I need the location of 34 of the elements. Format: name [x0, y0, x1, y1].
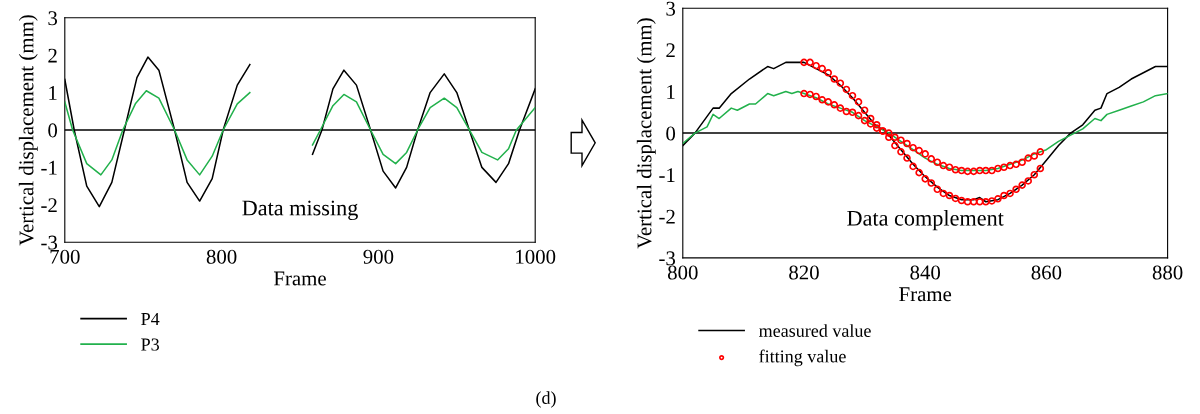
x-tick-label: 900 — [363, 249, 394, 264]
legend-label: P3 — [141, 338, 159, 351]
y-tick-label: -3 — [659, 251, 676, 266]
y-tick-label: 0 — [666, 126, 676, 141]
x-tick-label: 860 — [1031, 265, 1062, 280]
legend-label: P4 — [141, 313, 160, 325]
x-tick-label: 820 — [789, 265, 819, 280]
y-tick-label: -2 — [659, 209, 675, 224]
annotation: Data complement — [847, 210, 1004, 231]
x-tick-label: 800 — [667, 265, 698, 280]
x-tick-label: 880 — [1152, 265, 1183, 280]
y-tick-label: -1 — [41, 160, 57, 175]
y-tick-label: 2 — [48, 48, 57, 63]
y-tick-label: 3 — [48, 11, 58, 26]
legend-label: fitting value — [759, 349, 846, 367]
legend-label: measured value — [759, 324, 871, 337]
x-tick-label: 700 — [50, 249, 80, 264]
y-tick-label: 3 — [666, 1, 676, 16]
y-tick-label: -3 — [41, 235, 58, 250]
y-tick-label: 1 — [49, 86, 57, 100]
x-tick-label: 1000 — [516, 249, 556, 264]
x-axis-title: Frame — [899, 287, 952, 302]
x-tick-label: 800 — [206, 249, 237, 264]
y-tick-label: -1 — [659, 168, 675, 182]
text: (d) — [536, 391, 556, 408]
y-tick-label: 2 — [666, 43, 675, 58]
y-axis-title: Vertical displacement (mm) — [18, 15, 38, 246]
annotation: Data missing — [242, 200, 358, 221]
x-axis-title: Frame — [273, 271, 326, 286]
y-tick-label: 0 — [48, 123, 58, 138]
y-tick-label: 1 — [667, 84, 675, 99]
x-tick-label: 840 — [910, 265, 941, 280]
y-axis-title: Vertical displacement (mm) — [636, 18, 656, 249]
y-tick-label: -2 — [41, 198, 57, 213]
